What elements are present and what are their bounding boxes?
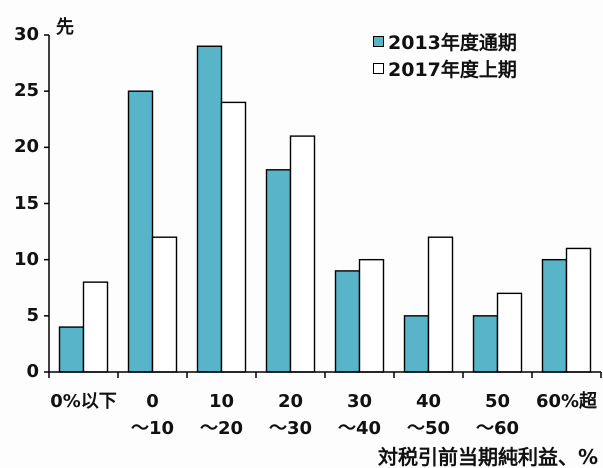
x-tick-label: 30 ～40: [337, 391, 382, 439]
bar-series-1-category-7: [472, 315, 499, 373]
bar-series-1-category-4: [265, 169, 292, 373]
bar-series-2-category-4: [289, 135, 316, 373]
legend: 2013年度通期 2017年度上期: [373, 28, 517, 82]
y-tick-label: 25: [13, 80, 39, 102]
bar-series-2-category-3: [220, 101, 247, 373]
legend-swatch-2013: [373, 36, 384, 47]
bar-series-2-category-7: [496, 292, 523, 373]
bar-series-2-category-8: [565, 247, 592, 373]
bar-series-2-category-2: [151, 236, 178, 373]
bar-series-1-category-8: [541, 258, 568, 373]
x-axis-title: 対税引前当期純利益、%: [377, 445, 598, 468]
x-tick-label: 0 ～10: [130, 391, 175, 439]
y-tick-label: 30: [13, 24, 39, 45]
legend-swatch-2017: [373, 63, 384, 74]
y-tick-label: 10: [13, 248, 39, 270]
bar-series-1-category-5: [334, 270, 361, 373]
x-tick-label: 0%以下: [50, 391, 117, 412]
y-axis-unit-label: 先: [56, 17, 74, 38]
y-tick-label: 0: [26, 361, 39, 382]
bar-series-2-category-1: [82, 281, 109, 373]
bar-series-1-category-1: [58, 326, 85, 373]
x-tick-label: 10 ～20: [199, 391, 244, 439]
legend-item-2013: 2013年度通期: [373, 28, 517, 55]
x-tick-label: 40 ～50: [406, 391, 451, 439]
legend-item-2017: 2017年度上期: [373, 55, 517, 82]
bar-series-1-category-6: [403, 315, 430, 373]
bar-series-2-category-5: [358, 258, 385, 373]
bar-series-2-category-6: [427, 236, 454, 373]
bar-series-1-category-3: [196, 45, 223, 373]
x-tick-label: 50 ～60: [475, 391, 520, 439]
legend-label-2017: 2017年度上期: [388, 59, 517, 81]
x-tick-label: 20 ～30: [268, 391, 313, 439]
y-tick-label: 20: [13, 136, 39, 158]
x-tick-label: 60%超: [535, 391, 598, 412]
legend-label-2013: 2013年度通期: [388, 32, 517, 54]
y-tick-label: 5: [26, 304, 39, 326]
y-tick-label: 15: [13, 192, 39, 214]
bar-series-1-category-2: [127, 90, 154, 373]
